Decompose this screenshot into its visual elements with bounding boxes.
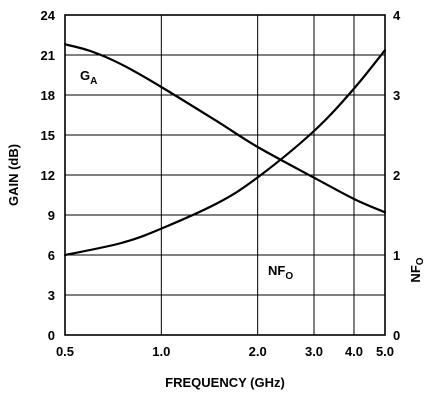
y2-tick-label: 1: [393, 248, 400, 263]
y-tick-label: 3: [48, 288, 55, 303]
x-tick-label: 2.0: [249, 344, 267, 359]
x-tick-label: 5.0: [376, 344, 394, 359]
plot-frame: [64, 14, 386, 336]
y-tick-label: 15: [41, 128, 55, 143]
curve-labels: GA NFO: [80, 68, 293, 282]
gain-curve: [63, 43, 387, 214]
y2-tick-label: 0: [393, 328, 400, 343]
y-tick-label: 12: [41, 168, 55, 183]
x-axis-title: FREQUENCY (GHz): [165, 375, 285, 390]
x-tick-label: 3.0: [305, 344, 323, 359]
series-label-ga: GA: [80, 68, 97, 87]
y2-tick-label: 2: [393, 168, 400, 183]
noise-figure-curve: [63, 49, 387, 257]
y-tick-label: 24: [41, 8, 56, 23]
x-tick-label: 1.0: [152, 344, 170, 359]
y2-tick-label: 4: [393, 8, 401, 23]
y2-tick-label: 3: [393, 88, 400, 103]
y-tick-label: 21: [41, 48, 55, 63]
y-tick-label: 0: [48, 328, 55, 343]
y-axis-title: GAIN (dB): [6, 144, 21, 206]
y-tick-label: 9: [48, 208, 55, 223]
y2-axis-title: NFO: [408, 257, 426, 282]
curves: [63, 43, 387, 257]
y-tick-label: 18: [41, 88, 55, 103]
x-tick-label: 0.5: [56, 344, 74, 359]
series-label-nfo: NFO: [268, 263, 293, 282]
grid-lines: [65, 15, 385, 335]
x-tick-label: 4.0: [345, 344, 363, 359]
y-tick-label: 6: [48, 248, 55, 263]
